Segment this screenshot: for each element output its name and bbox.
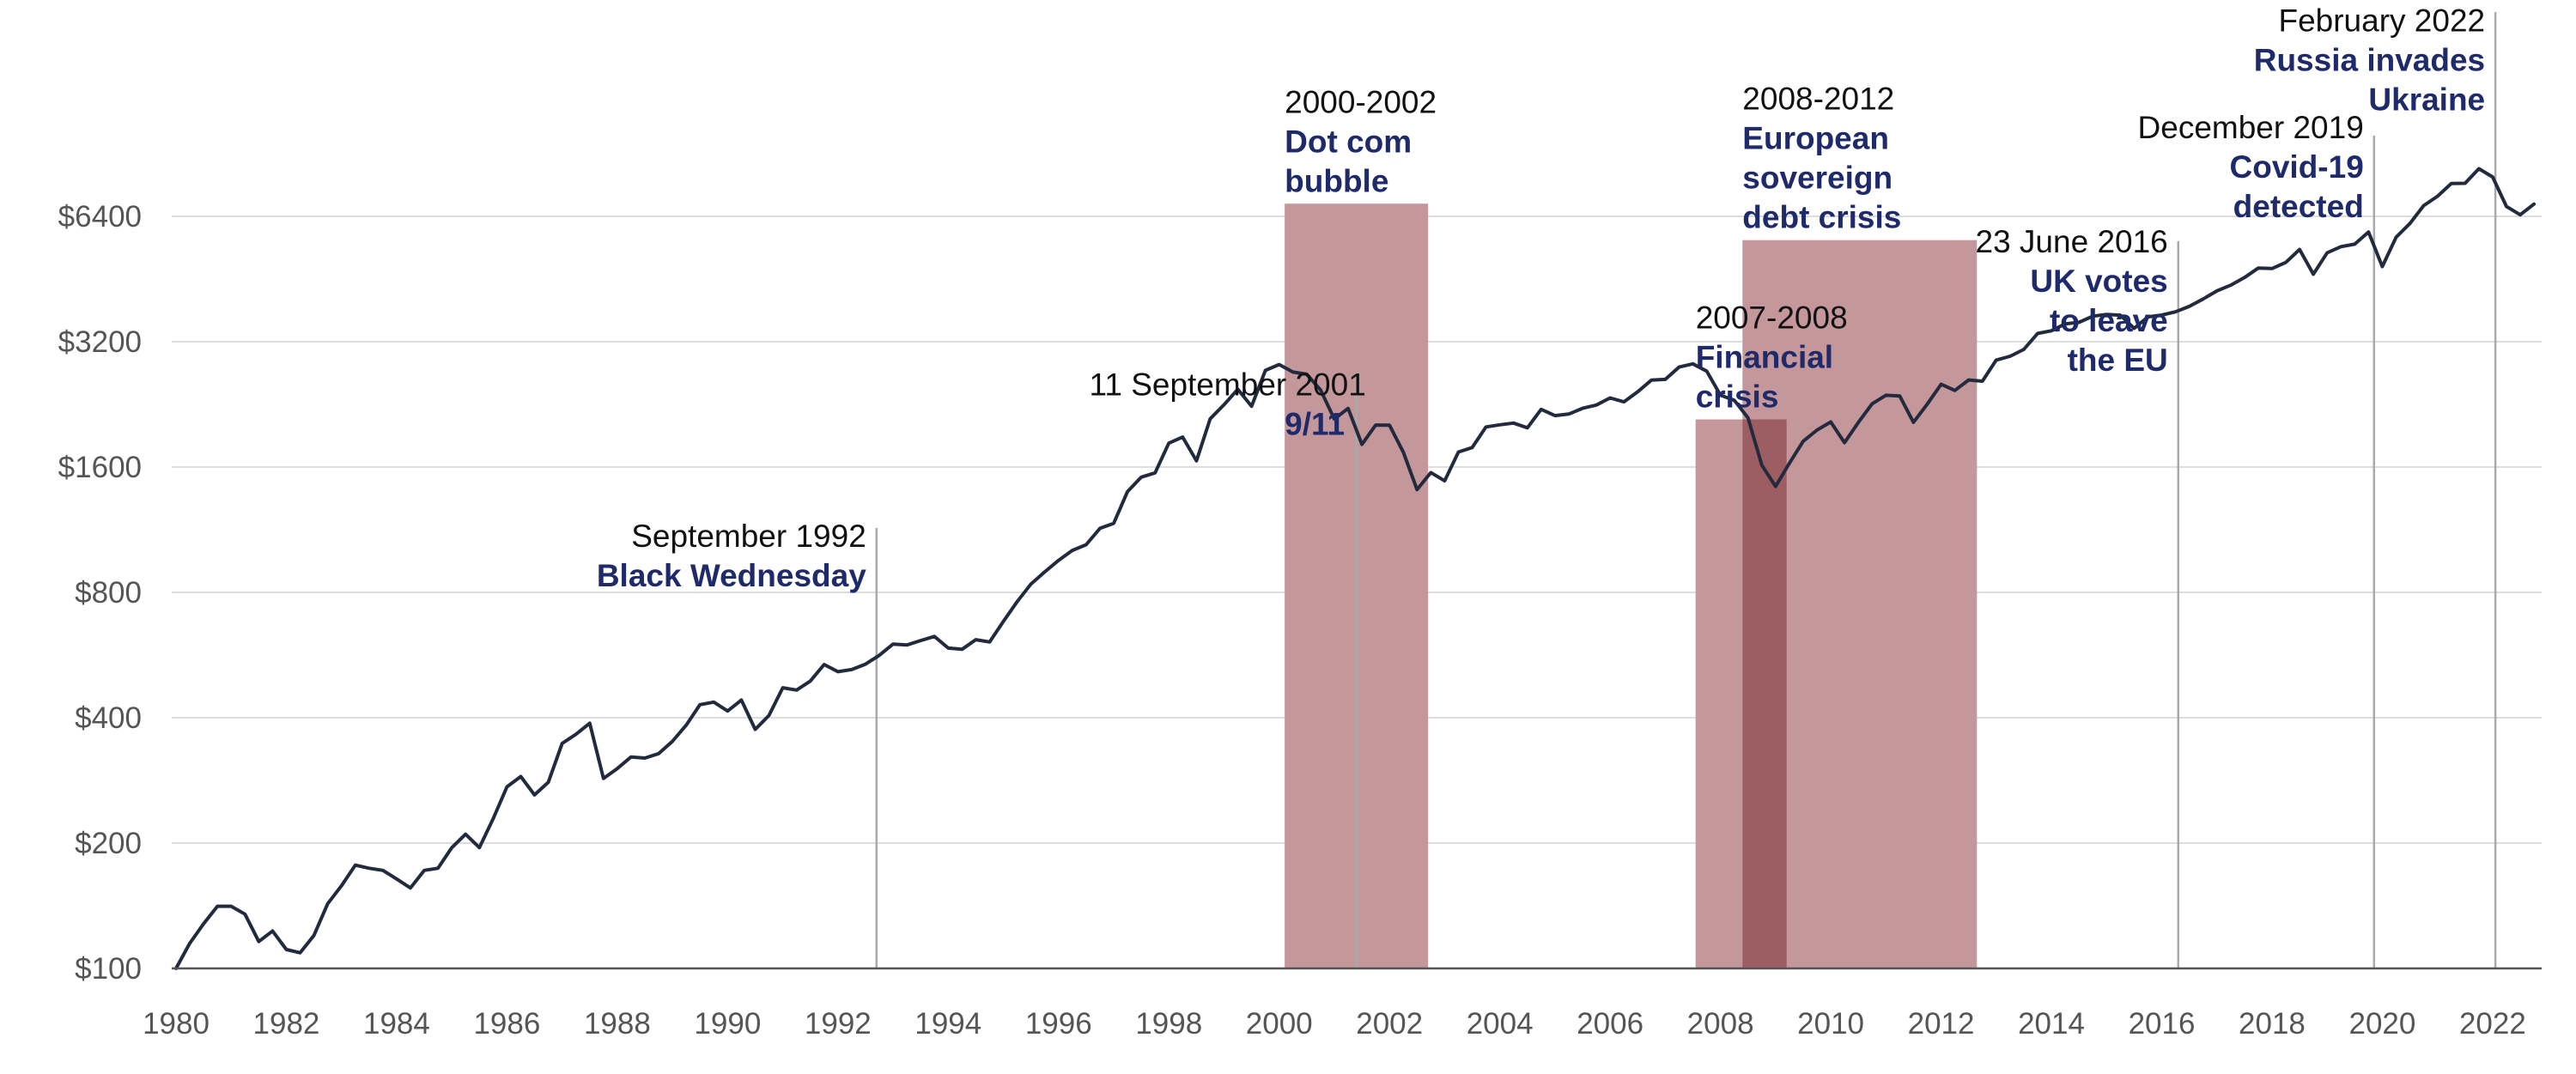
annotation-title: UK votes [2030,264,2167,299]
y-tick-label: $3200 [58,325,142,359]
y-tick-label: $400 [75,701,142,735]
y-tick-label: $1600 [58,451,142,484]
x-tick-label: 2000 [1246,1007,1313,1041]
annotation-title: 9/11 [1285,406,1345,441]
x-tick-label: 2006 [1577,1007,1643,1041]
annotation-date: December 2019 [2138,110,2364,145]
x-tick-label: 1992 [805,1007,872,1041]
annotation-title: bubble [1285,163,1388,198]
x-tick-label: 1988 [584,1007,651,1041]
price-line [174,167,2537,970]
annotation-date: 2008-2012 [1742,82,1894,117]
x-tick-label: 2008 [1687,1007,1754,1041]
annotation-date: 11 September 2001 [1090,367,1366,402]
y-tick-label: $100 [75,952,142,986]
y-tick-labels: $100 $200 $400 $800 $1600 $3200 $6400 [58,200,142,986]
annotation-date: 2000-2002 [1285,84,1437,119]
annotation-date: 23 June 2016 [1976,224,2168,259]
annotation-title: crisis [1696,379,1779,415]
annotation-title: European [1742,121,1889,156]
y-tick-label: $6400 [58,200,142,234]
x-tick-label: 2010 [1797,1007,1864,1041]
annotation-title: Covid-19 [2230,149,2364,185]
annotation-date: 2007-2008 [1696,300,1848,336]
annotation-title: debt crisis [1742,200,1901,235]
event-lines [875,12,2497,968]
x-tick-label: 1982 [253,1007,320,1041]
x-tick-label: 1996 [1025,1007,1092,1041]
x-tick-label: 1980 [143,1007,210,1041]
x-tick-label: 1994 [914,1007,981,1041]
annotation-title: Ukraine [2368,82,2485,118]
y-tick-label: $800 [75,576,142,610]
x-tick-label: 2020 [2349,1007,2416,1041]
shaded-overlap [1742,419,1787,968]
x-tick-label: 2016 [2129,1007,2196,1041]
y-tick-label: $200 [75,827,142,860]
annotation-date: February 2022 [2278,3,2485,39]
annotation-title: Financial [1696,340,1833,375]
x-tick-label: 1986 [473,1007,540,1041]
annotation-title: Russia invades [2254,43,2485,78]
x-tick-label: 2018 [2239,1007,2306,1041]
x-tick-labels: 1980 1982 1984 1986 1988 1990 1992 1994 1996 1998… [143,1007,2526,1041]
annotation-title: to leave [2050,303,2168,338]
x-tick-label: 2004 [1467,1007,1534,1041]
x-tick-label: 2022 [2459,1007,2526,1041]
x-tick-label: 2012 [1908,1007,1975,1041]
annotation-date: September 1992 [631,519,866,554]
series-layer [174,167,2537,970]
x-tick-label: 1998 [1135,1007,1202,1041]
x-tick-label: 2014 [2018,1007,2085,1041]
annotation-title: sovereign [1742,161,1893,196]
annotation-title: the EU [2068,343,2168,378]
annotations: 2000-2002 Dot com bubble 2007-2008 Financial… [597,3,2485,593]
x-tick-label: 1984 [363,1007,430,1041]
annotation-title: Dot com [1285,124,1412,159]
x-tick-label: 1990 [694,1007,761,1041]
x-tick-label: 2002 [1356,1007,1423,1041]
annotation-title: Black Wednesday [597,558,866,593]
annotation-title: detected [2233,189,2364,224]
shaded-periods [1285,203,1978,968]
